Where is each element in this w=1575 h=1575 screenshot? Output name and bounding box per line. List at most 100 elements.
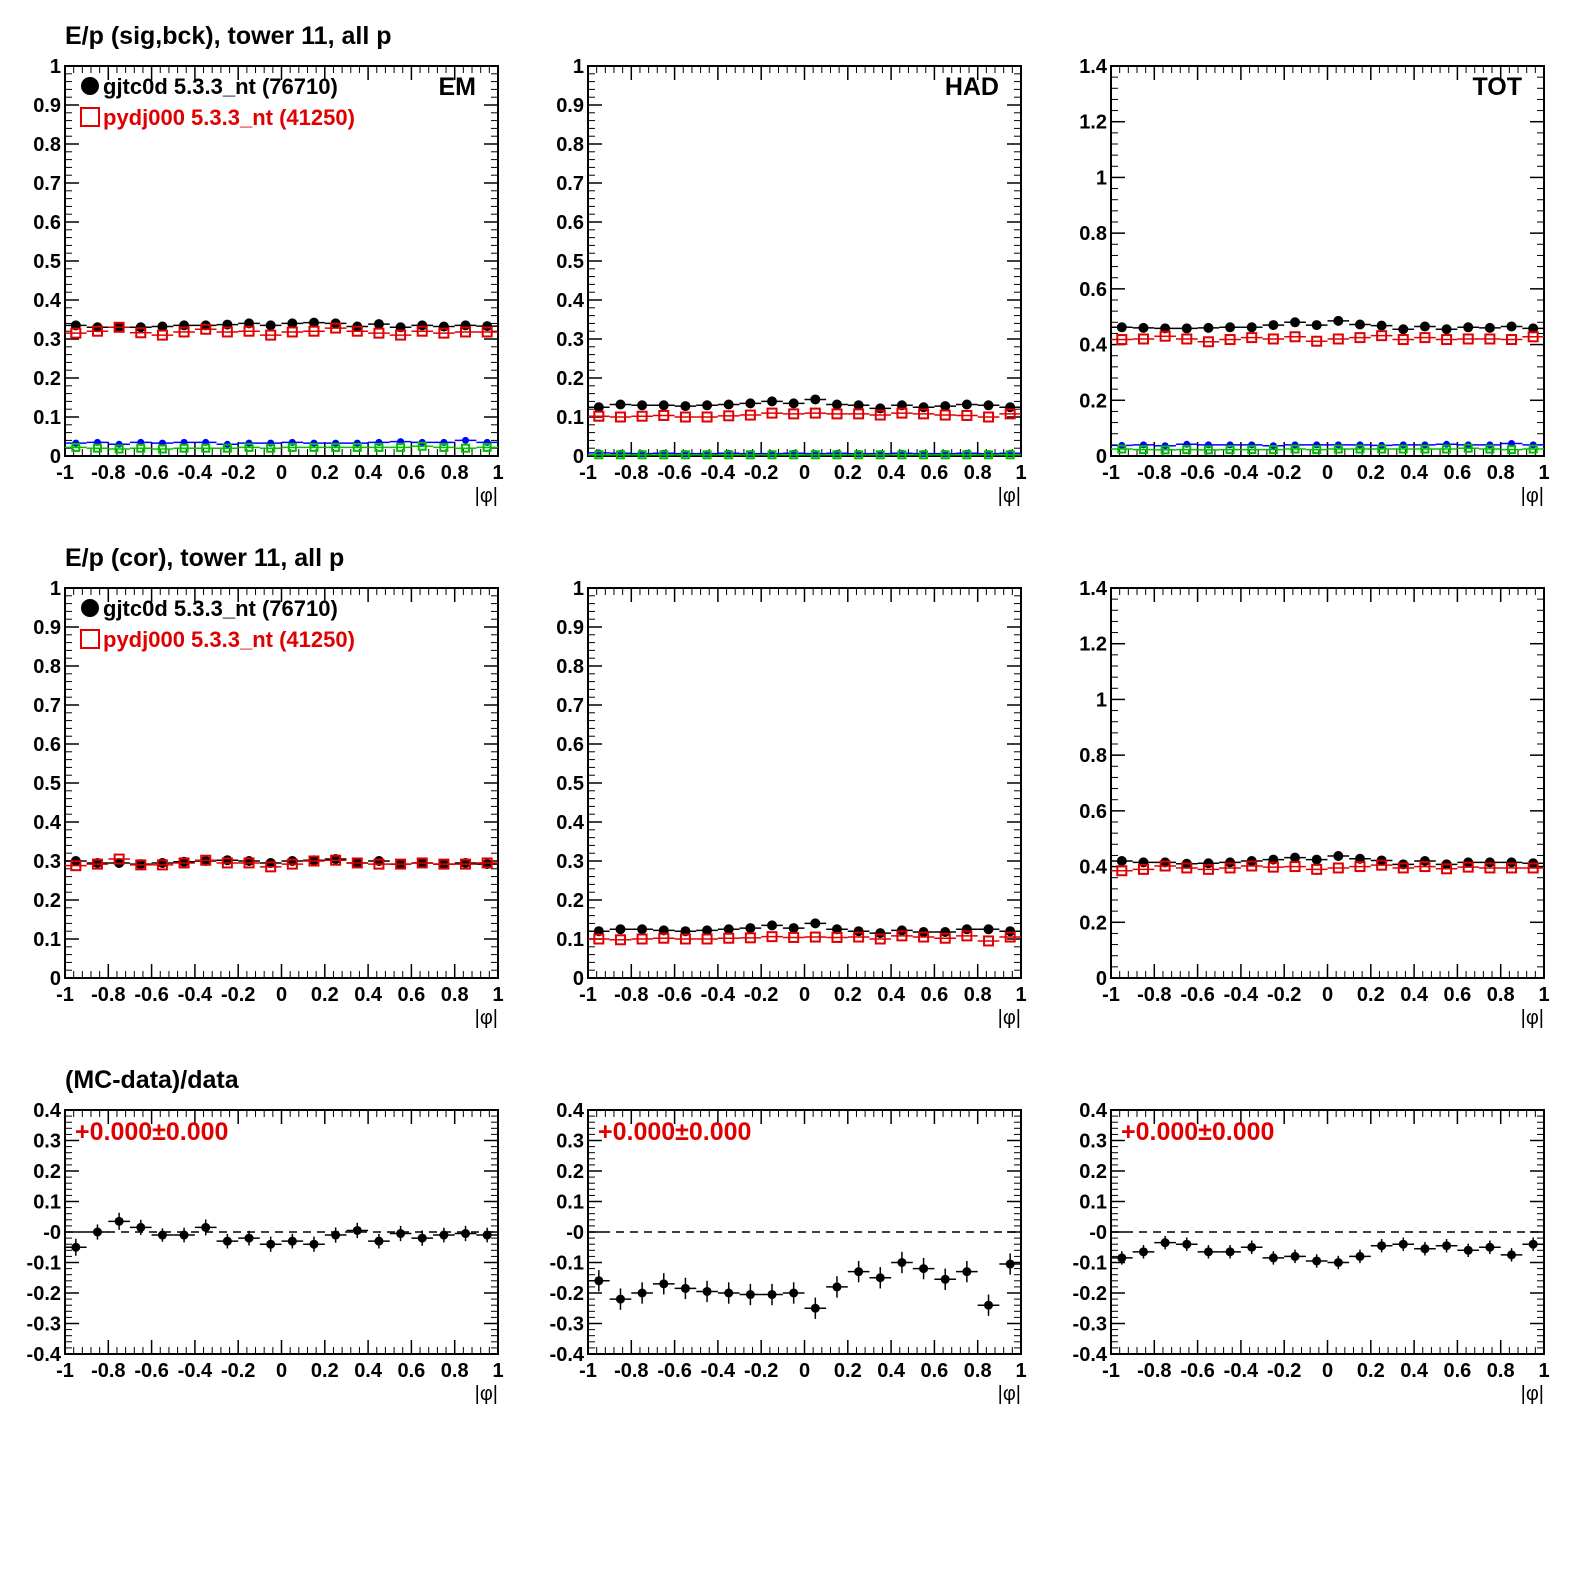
x-tick-label: -0.6: [134, 984, 168, 1006]
data-point: [854, 1267, 864, 1277]
data-point: [1528, 323, 1539, 334]
x-axis-title: |φ|: [998, 1383, 1021, 1405]
y-tick-label: 0.5: [33, 773, 61, 795]
data-point: [1463, 1245, 1473, 1255]
y-tick-label: 0.6: [33, 212, 61, 234]
y-tick-label: 0.1: [556, 407, 584, 429]
x-tick-label: -0.8: [614, 462, 648, 484]
y-tick-label: 1.4: [1079, 578, 1108, 600]
data-point: [1398, 1239, 1408, 1249]
data-point: [1312, 445, 1322, 455]
data-point: [417, 320, 428, 331]
data-point: [1463, 322, 1474, 333]
data-point: [874, 933, 886, 945]
data-point: [244, 1233, 254, 1243]
x-tick-label: -0.2: [744, 984, 778, 1006]
data-point: [939, 409, 951, 421]
data-point: [395, 329, 407, 341]
data-point: [461, 1229, 471, 1239]
data-point: [265, 320, 276, 331]
y-tick-label: -0.3: [27, 1314, 61, 1336]
data-point: [157, 1230, 167, 1240]
data-point: [723, 399, 734, 410]
data-point: [1004, 931, 1016, 943]
data-point: [482, 442, 492, 452]
data-point: [309, 442, 319, 452]
panel-sigbck-tot: -1 -0.8 -0.6 -0.4 -0.2 0 0.2 0.4 0.6 0.8 1|φ|00.20…: [1079, 56, 1549, 507]
x-tick-label: 0.4: [354, 984, 383, 1006]
data-point: [1005, 926, 1016, 937]
x-tick-label: -0.8: [614, 984, 648, 1006]
x-tick-label: 1: [1015, 1360, 1026, 1382]
x-axis-title: |φ|: [1521, 485, 1544, 507]
data-point: [352, 442, 362, 452]
x-tick-label: 0.6: [397, 984, 425, 1006]
data-point: [984, 1300, 994, 1310]
data-point: [788, 931, 800, 943]
data-point: [286, 858, 298, 870]
x-tick-label: 0.8: [964, 462, 992, 484]
y-tick-label: 0: [573, 446, 584, 468]
data-point: [940, 401, 951, 412]
data-point: [1182, 1239, 1192, 1249]
data-point: [1397, 334, 1409, 346]
data-point: [1005, 1259, 1015, 1269]
data-point: [1225, 322, 1236, 333]
data-point: [1312, 1256, 1322, 1266]
x-tick-label: -0.8: [91, 462, 125, 484]
data-point: [1290, 444, 1300, 454]
series-ratio: [65, 1212, 498, 1256]
y-tick-label: -0: [43, 1222, 61, 1244]
x-tick-label: 0: [276, 462, 287, 484]
data-point: [1290, 1251, 1300, 1261]
x-tick-label: -0.2: [1267, 1360, 1301, 1382]
data-point: [1377, 444, 1387, 454]
y-tick-label: 0.2: [556, 1161, 584, 1183]
x-tick-label: -0.8: [614, 1360, 648, 1382]
data-point: [396, 442, 406, 452]
data-point: [1485, 1242, 1495, 1252]
data-point: [1181, 323, 1192, 334]
data-point: [70, 860, 82, 872]
x-tick-label: 0.4: [354, 462, 383, 484]
data-point: [481, 857, 493, 869]
data-point: [744, 932, 756, 944]
x-tick-label: 0: [799, 984, 810, 1006]
x-tick-label: 1: [492, 1360, 503, 1382]
data-point: [593, 402, 604, 413]
data-point: [439, 1230, 449, 1240]
legend-data-label: gjtc0d 5.3.3_nt (76710): [103, 74, 338, 99]
y-tick-label: 0.9: [33, 617, 61, 639]
data-point: [331, 442, 341, 452]
y-tick-label: 0.4: [33, 290, 62, 312]
x-tick-label: -1: [1102, 984, 1120, 1006]
data-point: [179, 443, 189, 453]
data-point: [1311, 335, 1323, 347]
data-point: [679, 411, 691, 423]
data-point: [658, 409, 670, 421]
data-point: [221, 857, 233, 869]
data-point: [614, 411, 626, 423]
data-point: [374, 1236, 384, 1246]
y-tick-label: 0.8: [556, 134, 584, 156]
x-axis-title: |φ|: [1521, 1383, 1544, 1405]
data-point: [658, 400, 669, 411]
x-tick-label: -0.6: [657, 1360, 691, 1382]
data-point: [1442, 444, 1452, 454]
data-point: [983, 924, 994, 935]
data-point: [615, 924, 626, 935]
x-tick-label: 0.4: [877, 1360, 906, 1382]
data-point: [221, 326, 233, 338]
row-title-cor: E/p (cor), tower 11, all p: [65, 544, 344, 572]
data-point: [265, 861, 277, 873]
data-point: [1442, 1241, 1452, 1251]
data-point: [1462, 333, 1474, 345]
y-tick-label: 0.2: [1079, 1161, 1107, 1183]
x-tick-label: 0.8: [441, 462, 469, 484]
data-point: [810, 450, 820, 460]
y-tick-label: 0.2: [33, 890, 61, 912]
data-point: [1225, 1247, 1235, 1257]
x-tick-label: 1: [1015, 984, 1026, 1006]
panel-cor-had: -1 -0.8 -0.6 -0.4 -0.2 0 0.2 0.4 0.6 0.8 1|φ|00.10…: [556, 578, 1026, 1029]
series-bck_mc: [1111, 443, 1544, 455]
